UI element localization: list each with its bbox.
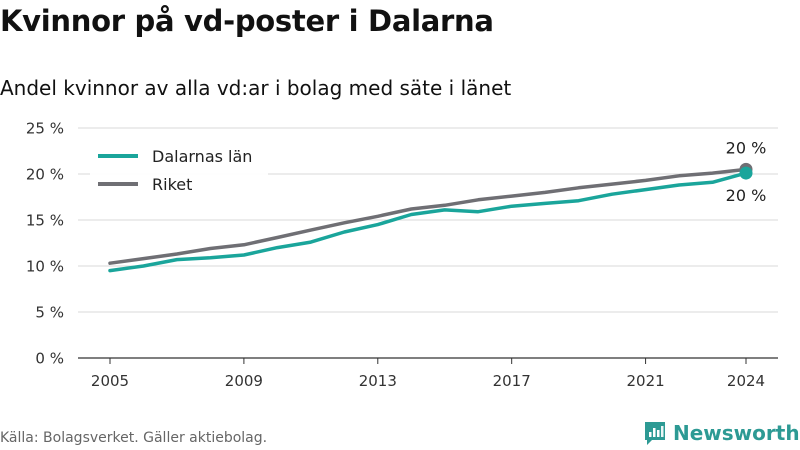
x-tick-label: 2024 (727, 372, 765, 390)
end-point-dalarnas-lan (739, 166, 753, 180)
y-axis-ticks: 0 % 5 % 10 % 15 % 20 % 25 % (26, 120, 64, 368)
legend-background (90, 142, 268, 200)
y-tick-label: 10 % (26, 258, 64, 276)
chart-subtitle: Andel kvinnor av alla vd:ar i bolag med … (0, 76, 512, 100)
newsworthy-logo: Newsworthy (643, 419, 800, 447)
end-labels: 20 % 20 % (726, 138, 767, 205)
series-lines (108, 162, 753, 273)
y-tick-label: 25 % (26, 120, 64, 138)
newsworthy-logo-icon (645, 422, 665, 445)
x-tick-label: 2009 (225, 372, 263, 390)
x-tick-label: 2021 (626, 372, 664, 390)
series-line-riket (108, 167, 748, 265)
y-tick-label: 15 % (26, 212, 64, 230)
y-tick-label: 0 % (35, 350, 64, 368)
x-tick-label: 2017 (493, 372, 531, 390)
series-line-dalarnas-lan (108, 171, 748, 273)
y-tick-label: 20 % (26, 166, 64, 184)
y-tick-label: 5 % (35, 304, 64, 322)
end-label-dalarnas-lan: 20 % (726, 186, 767, 205)
x-tick-label: 2005 (91, 372, 129, 390)
chart-title: Kvinnor på vd-poster i Dalarna (0, 4, 494, 38)
x-axis-ticks: 2005 2009 2013 2017 2021 2024 (91, 358, 765, 390)
x-tick-label: 2013 (359, 372, 397, 390)
legend-label: Dalarnas län (152, 147, 252, 166)
legend-label: Riket (152, 175, 192, 194)
source-note: Källa: Bolagsverket. Gäller aktiebolag. (0, 430, 268, 446)
end-label-riket: 20 % (726, 138, 767, 157)
legend: Dalarnas län Riket (90, 142, 268, 200)
brand-name: Newsworthy (673, 421, 800, 445)
